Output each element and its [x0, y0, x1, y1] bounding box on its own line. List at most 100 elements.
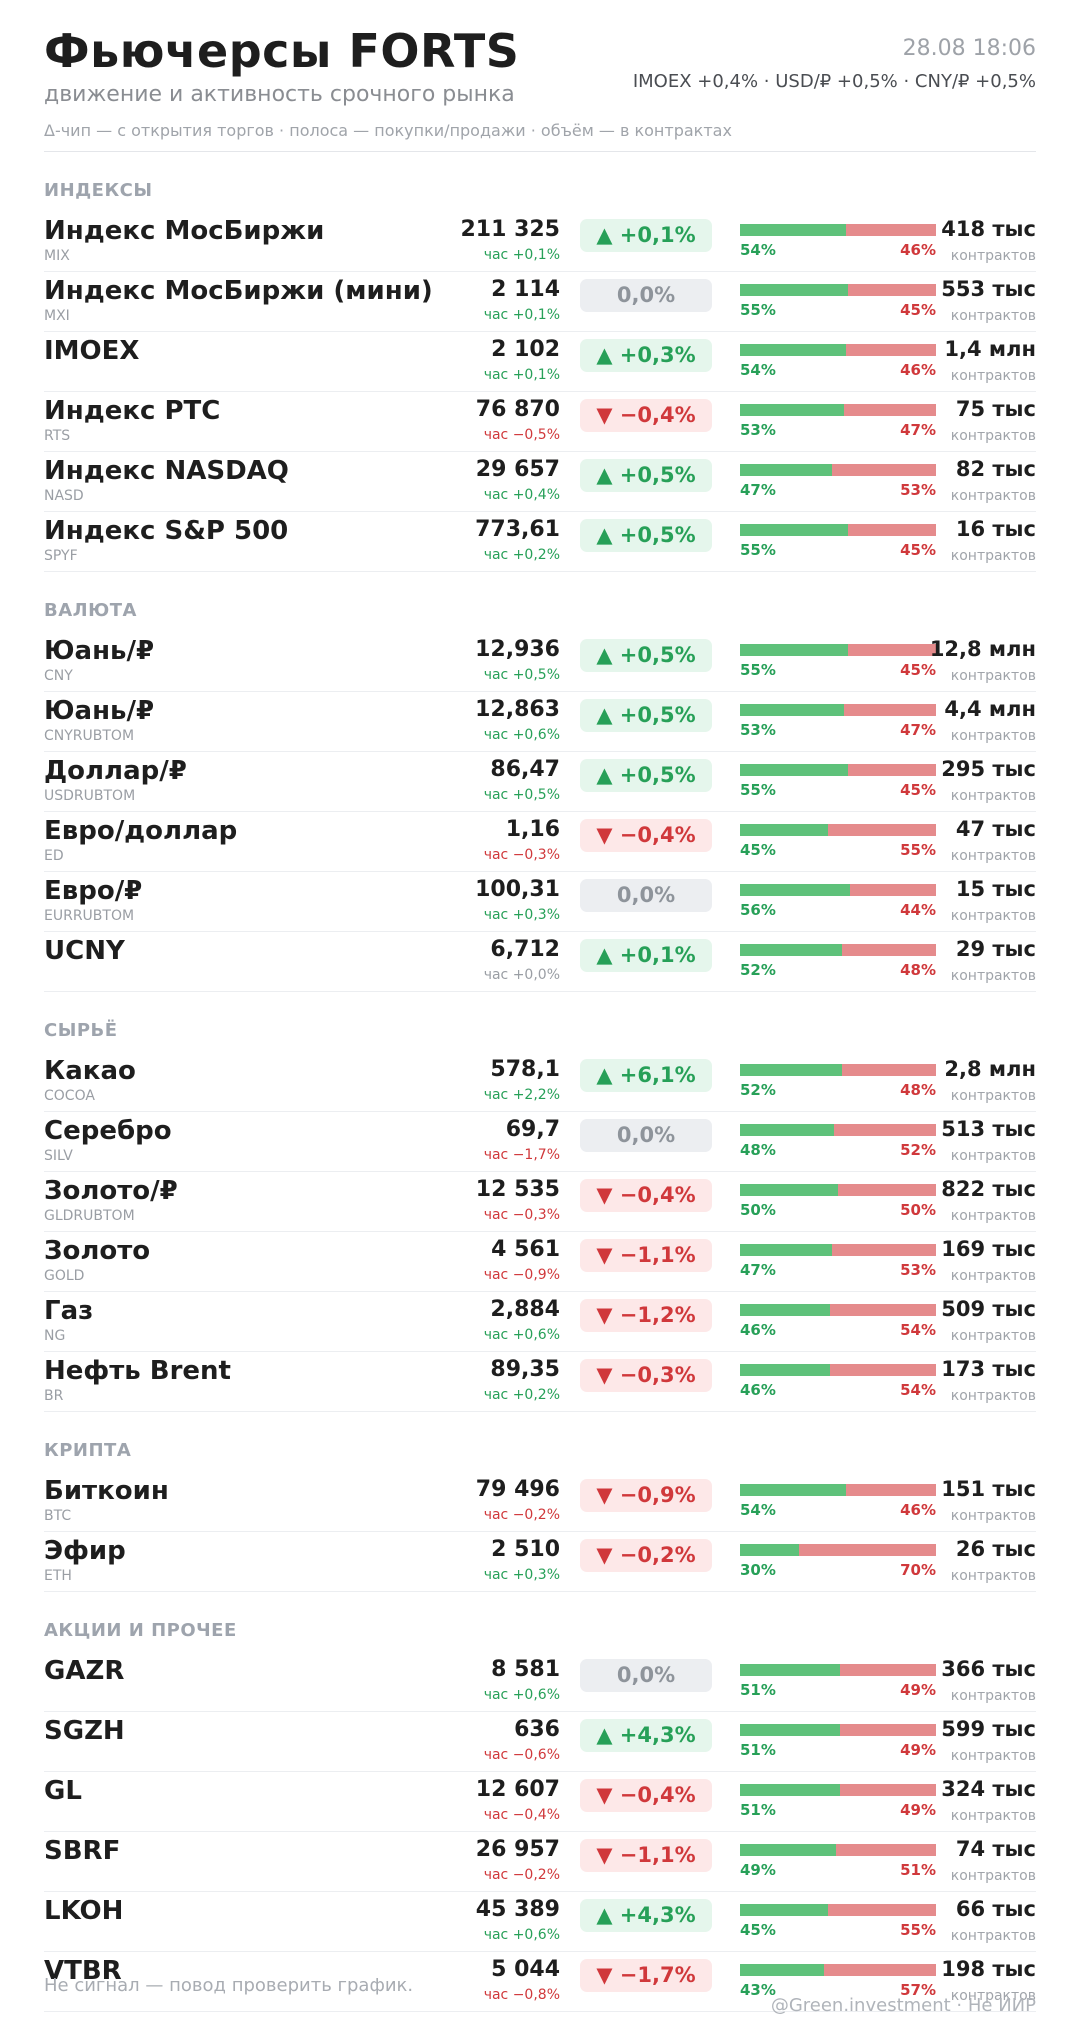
instrument-row[interactable]: Доллар/₽ USDRUBTOM 86,47 час +0,5% ▲ +0,5% 55… [44, 752, 1036, 812]
instrument-row[interactable]: Биткоин BTC 79 496 час −0,2% ▼ −0,9% 54% 46% 15… [44, 1472, 1036, 1532]
instrument-name: GAZR [44, 1656, 125, 1686]
volume-value: 324 тыс [941, 1777, 1036, 1801]
sell-percent: 48% [900, 961, 936, 979]
volume-value: 509 тыс [941, 1297, 1036, 1321]
delta-chip: ▼ −0,4% [580, 1779, 712, 1812]
instrument-code: COCOA [44, 1088, 95, 1104]
buy-share-fill [740, 1304, 831, 1316]
buy-percent: 50% [740, 1201, 776, 1219]
buy-sell-bar [740, 1664, 936, 1676]
delta-chip: ▼ −0,2% [580, 1539, 712, 1572]
delta-chip: ▲ +6,1% [580, 1059, 712, 1092]
instrument-row[interactable]: IMOEX 2 102 час +0,1% ▲ +0,3% 54% 46% 1,4 млн к… [44, 332, 1036, 392]
instrument-row[interactable]: Золото/₽ GLDRUBTOM 12 535 час −0,3% ▼ −0,4% 5… [44, 1172, 1036, 1232]
buy-sell-bar [740, 1724, 936, 1736]
buy-percent: 47% [740, 481, 776, 499]
buy-share-fill [740, 1184, 838, 1196]
buy-share-fill [740, 1124, 835, 1136]
market-ticker: IMOEX +0,4% · USD/₽ +0,5% · CNY/₽ +0,5% [632, 71, 1036, 92]
volume-unit: контрактов [950, 1328, 1036, 1344]
instrument-row[interactable]: Индекс S&P 500 SPYF 773,61 час +0,2% ▲ +0,5%… [44, 512, 1036, 572]
instrument-row[interactable]: Какао COCOA 578,1 час +2,2% ▲ +6,1% 52% 48% 2,8… [44, 1052, 1036, 1112]
instrument-row[interactable]: Юань/₽ CNY 12,936 час +0,5% ▲ +0,5% 55% 45% 12,… [44, 632, 1036, 692]
instrument-row[interactable]: GAZR 8 581 час +0,6% 0,0% 51% 49% 366 тыс контр… [44, 1652, 1036, 1712]
futures-list: ИНДЕКСЫ Индекс МосБиржи MIX 211 325 час +0,1… [44, 152, 1036, 2012]
hour-change: час +0,3% [483, 907, 560, 923]
hour-change: час +0,6% [483, 1327, 560, 1343]
hour-change: час −0,4% [483, 1807, 560, 1823]
sell-percent: 54% [900, 1381, 936, 1399]
hour-change: час +0,0% [483, 967, 560, 983]
buy-sell-bar [740, 344, 936, 356]
hour-change: час +0,6% [483, 727, 560, 743]
hour-change: час +0,1% [483, 307, 560, 323]
volume-value: 151 тыс [941, 1477, 1036, 1501]
buy-sell-bar [740, 404, 936, 416]
instrument-row[interactable]: Газ NG 2,884 час +0,6% ▼ −1,2% 46% 54% 509 тыс к… [44, 1292, 1036, 1352]
delta-chip: ▼ −1,1% [580, 1839, 712, 1872]
buy-percent: 54% [740, 241, 776, 259]
buy-percent: 51% [740, 1681, 776, 1699]
instrument-row[interactable]: UCNY 6,712 час +0,0% ▲ +0,1% 52% 48% 29 тыс кон… [44, 932, 1036, 992]
buy-sell-bar [740, 1064, 936, 1076]
instrument-row[interactable]: Индекс МосБиржи (мини) MXI 2 114 час +0,1% 0… [44, 272, 1036, 332]
volume-value: 4,4 млн [944, 697, 1036, 721]
buy-share-fill [740, 404, 844, 416]
instrument-row[interactable]: Нефть Brent BR 89,35 час +0,2% ▼ −0,3% 46% 54%… [44, 1352, 1036, 1412]
instrument-price: 12,936 [475, 637, 560, 662]
delta-chip: ▲ +0,5% [580, 519, 712, 552]
instrument-row[interactable]: Серебро SILV 69,7 час −1,7% 0,0% 48% 52% 513 ты… [44, 1112, 1036, 1172]
buy-percent: 52% [740, 961, 776, 979]
instrument-name: VTBR [44, 1956, 122, 1986]
sell-percent: 50% [900, 1201, 936, 1219]
volume-value: 12,8 млн [929, 637, 1036, 661]
hour-change: час +0,2% [483, 1387, 560, 1403]
instrument-name: Индекс РТС [44, 396, 221, 426]
delta-chip: ▼ −0,4% [580, 1179, 712, 1212]
volume-unit: контрактов [950, 548, 1036, 564]
buy-share-fill [740, 1784, 840, 1796]
delta-chip: 0,0% [580, 1659, 712, 1692]
instrument-row[interactable]: SBRF 26 957 час −0,2% ▼ −1,1% 49% 51% 74 тыс ко… [44, 1832, 1036, 1892]
hour-change: час +0,6% [483, 1687, 560, 1703]
sell-percent: 53% [900, 481, 936, 499]
hour-change: час −0,8% [483, 1987, 560, 2003]
instrument-row[interactable]: Юань/₽ CNYRUBTOM 12,863 час +0,6% ▲ +0,5% 53%… [44, 692, 1036, 752]
volume-unit: контрактов [950, 428, 1036, 444]
instrument-row[interactable]: LKOH 45 389 час +0,6% ▲ +4,3% 45% 55% 66 тыс ко… [44, 1892, 1036, 1952]
instrument-row[interactable]: Евро/доллар ED 1,16 час −0,3% ▼ −0,4% 45% 55% 4… [44, 812, 1036, 872]
instrument-row[interactable]: Индекс РТС RTS 76 870 час −0,5% ▼ −0,4% 53% 47… [44, 392, 1036, 452]
instrument-row[interactable]: SGZH 636 час −0,6% ▲ +4,3% 51% 49% 599 тыс конт… [44, 1712, 1036, 1772]
delta-chip: ▲ +0,3% [580, 339, 712, 372]
instrument-name: Юань/₽ [44, 696, 155, 726]
sell-percent: 45% [900, 541, 936, 559]
sell-percent: 49% [900, 1741, 936, 1759]
volume-unit: контрактов [950, 848, 1036, 864]
instrument-row[interactable]: Евро/₽ EURRUBTOM 100,31 час +0,3% 0,0% 56% 44%… [44, 872, 1036, 932]
sell-percent: 57% [900, 1981, 936, 1999]
instrument-row[interactable]: Эфир ETH 2 510 час +0,3% ▼ −0,2% 30% 70% 26 тыс… [44, 1532, 1036, 1592]
delta-chip: ▲ +4,3% [580, 1719, 712, 1752]
instrument-name: Евро/доллар [44, 816, 238, 846]
instrument-name: IMOEX [44, 336, 140, 366]
buy-share-fill [740, 824, 829, 836]
delta-chip: ▼ −0,4% [580, 819, 712, 852]
instrument-price: 69,7 [505, 1117, 560, 1142]
instrument-code: NG [44, 1328, 66, 1344]
instrument-price: 211 325 [460, 217, 560, 242]
delta-chip: 0,0% [580, 279, 712, 312]
instrument-name: Индекс МосБиржи [44, 216, 325, 246]
instrument-price: 773,61 [475, 517, 560, 542]
instrument-row[interactable]: VTBR 5 044 час −0,8% ▼ −1,7% 43% 57% 198 тыс ко… [44, 1952, 1036, 2012]
instrument-name: SBRF [44, 1836, 121, 1866]
instrument-row[interactable]: GL 12 607 час −0,4% ▼ −0,4% 51% 49% 324 тыс кон… [44, 1772, 1036, 1832]
volume-value: 16 тыс [955, 517, 1036, 541]
instrument-row[interactable]: Индекс NASDAQ NASD 29 657 час +0,4% ▲ +0,5% 4… [44, 452, 1036, 512]
instrument-row[interactable]: Индекс МосБиржи MIX 211 325 час +0,1% ▲ +0,1… [44, 212, 1036, 272]
instrument-row[interactable]: Золото GOLD 4 561 час −0,9% ▼ −1,1% 47% 53% 169… [44, 1232, 1036, 1292]
volume-value: 75 тыс [955, 397, 1036, 421]
buy-percent: 54% [740, 361, 776, 379]
buy-share-fill [740, 644, 848, 656]
buy-sell-bar [740, 284, 936, 296]
delta-chip: ▲ +0,1% [580, 939, 712, 972]
